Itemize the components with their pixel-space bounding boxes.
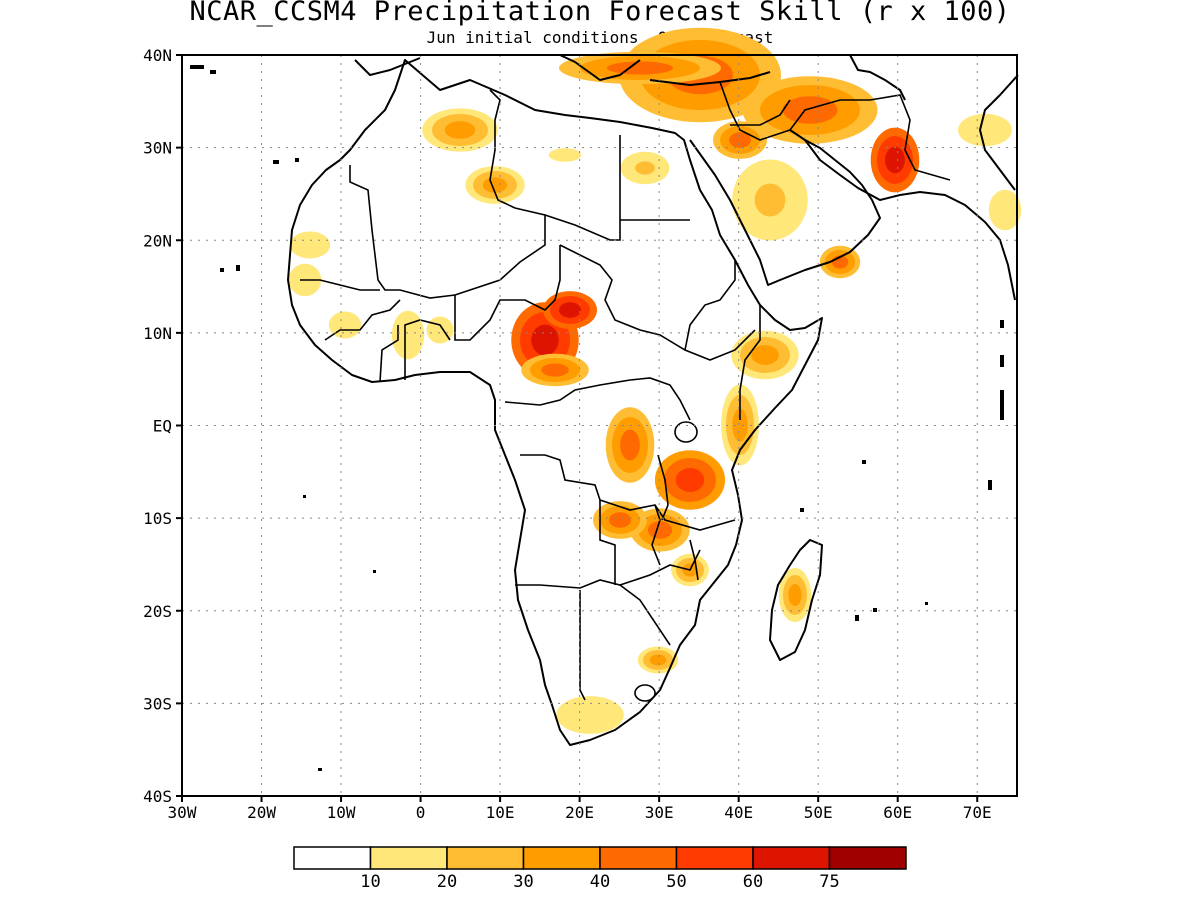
africa-coastline [287, 59, 823, 746]
colorbar-label: 60 [743, 872, 763, 892]
skill-region-northern-libya-core [558, 152, 572, 158]
lat-tick-label: 20S [143, 602, 172, 621]
skill-region-zambia-core [609, 512, 631, 528]
skill-region-west-africa-coast-core [434, 324, 446, 336]
skill-region-pakistan-india-core [974, 123, 996, 137]
lake-tanganyika [657, 454, 669, 521]
skill-region-iraq-iran-core [729, 132, 751, 148]
colorbar-label: 40 [590, 872, 610, 892]
skill-region-west-africa-coast-core [401, 325, 415, 345]
skill-region-zambia-core [647, 521, 673, 539]
lat-tick-label: 40N [143, 46, 172, 65]
skill-region-central-algeria-core [482, 177, 508, 193]
skill-region-kenya-somalia-core [732, 408, 748, 442]
lat-tick-label: 40S [143, 787, 172, 806]
skill-region-southern-iran-core [885, 146, 905, 174]
madagascar-coastline [769, 539, 823, 661]
colorbar-swatch [752, 846, 831, 870]
lat-tick-label: 20N [143, 231, 172, 250]
skill-region-ethiopia-core [751, 345, 779, 365]
skill-region-madagascar-core [788, 584, 802, 606]
lon-tick-label: 30W [168, 803, 197, 822]
colorbar-swatch [446, 846, 525, 870]
lat-tick-label: 10S [143, 509, 172, 528]
skill-region-south-africa-east-core [649, 654, 667, 666]
colorbar-swatch [599, 846, 678, 870]
lon-tick-label: 20W [247, 803, 276, 822]
lat-tick-label: EQ [153, 417, 172, 436]
islands-layer [190, 65, 1004, 771]
skill-region-south-africa-west-core [576, 707, 604, 723]
skill-region-west-africa-coast-core [338, 319, 352, 331]
skill-region-cameroon-chad-core [559, 302, 581, 318]
colorbar-swatch [522, 846, 601, 870]
lon-tick-label: 70E [963, 803, 992, 822]
longitude-axis: 30W 20W 10W 0 10E 20E 30E 40E 50E 60E 70E [168, 796, 992, 822]
caspian-coastline [849, 54, 906, 101]
skill-region-northwest-algeria-core [444, 121, 476, 139]
skill-region-saudi-arabia-core [754, 183, 786, 217]
colorbar-swatch [293, 846, 372, 870]
lakes-layer [634, 421, 699, 702]
lon-tick-label: 20E [565, 803, 594, 822]
skill-shading-layer [288, 27, 1022, 734]
lesotho-outline [634, 684, 656, 702]
arabia-coastline [689, 129, 881, 286]
country-borders-layer [300, 81, 951, 701]
colorbar-swatch [828, 846, 907, 870]
lon-tick-label: 10E [486, 803, 515, 822]
lon-tick-label: 50E [804, 803, 833, 822]
colorbar-label: 20 [437, 872, 457, 892]
lon-tick-label: 10W [327, 803, 356, 822]
colorbar-label: 30 [513, 872, 533, 892]
skill-region-eastern-drc-core [620, 429, 640, 461]
colorbar-swatch [369, 846, 448, 870]
india-coastline [979, 74, 1019, 191]
lat-tick-label: 30S [143, 694, 172, 713]
lon-tick-label: 40E [724, 803, 753, 822]
lon-tick-label: 60E [883, 803, 912, 822]
lat-tick-label: 30N [143, 139, 172, 158]
skill-region-cameroon-chad-core [531, 324, 559, 356]
skill-region-mauritania-core [301, 239, 319, 251]
colorbar-label: 75 [819, 872, 839, 892]
skill-region-iraq-iran-core [782, 96, 838, 124]
lon-tick-label: 0 [416, 803, 426, 822]
colorbar: 10 20 30 40 50 60 75 [293, 846, 907, 892]
lon-tick-label: 30E [645, 803, 674, 822]
skill-region-pakistan-india-core [998, 201, 1012, 219]
colorbar-label: 50 [666, 872, 686, 892]
lat-tick-label: 10N [143, 324, 172, 343]
skill-region-southern-egypt-core [635, 161, 655, 175]
skill-region-eastern-mediterranean-core [607, 61, 673, 75]
chart-title: NCAR_CCSM4 Precipitation Forecast Skill … [189, 0, 1011, 27]
lake-victoria [674, 421, 698, 443]
colorbar-swatch [675, 846, 754, 870]
gridlines [182, 55, 1017, 796]
latitude-axis: 40N 30N 20N 10N EQ 10S 20S 30S 40S [143, 46, 182, 806]
skill-region-tanzania-core [675, 467, 705, 493]
colorbar-label: 10 [360, 872, 380, 892]
skill-region-central-african-republic-core [541, 363, 569, 377]
lake-malawi [689, 539, 699, 581]
